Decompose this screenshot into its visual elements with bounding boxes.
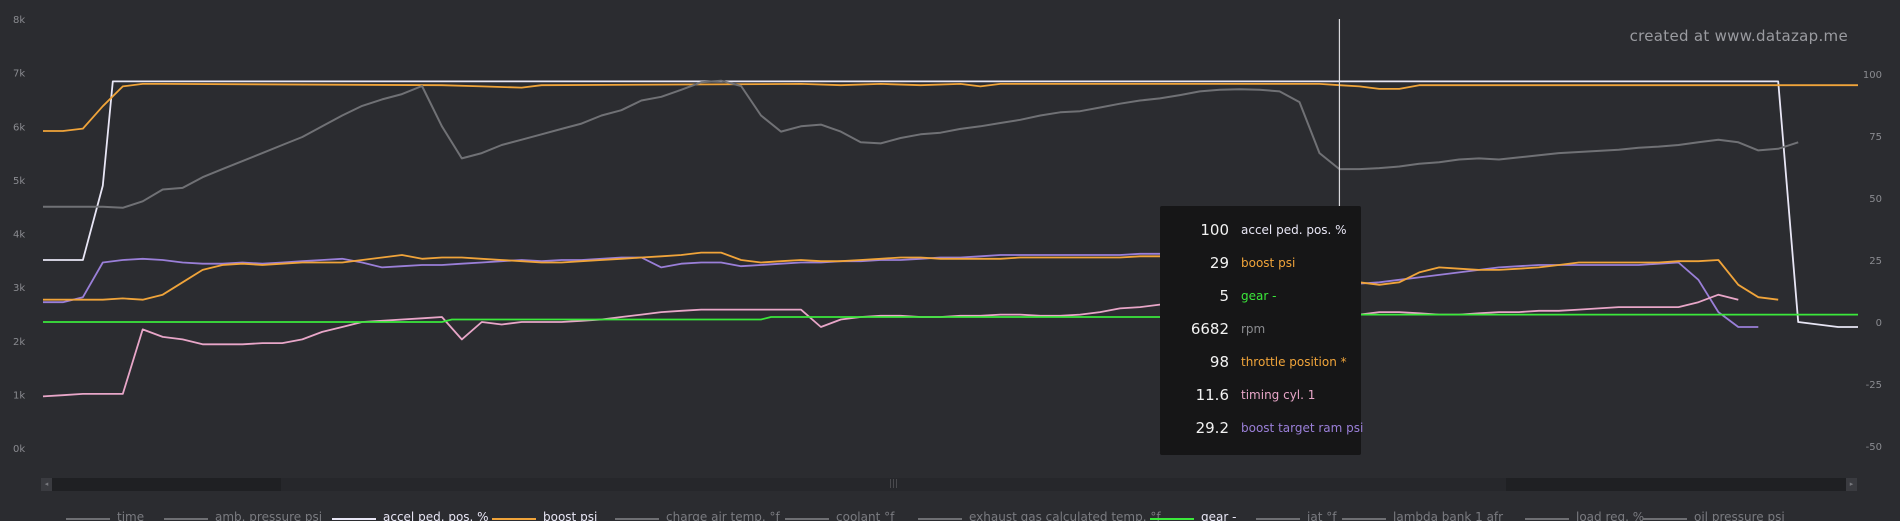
right-axis-tick: 50 [1869, 194, 1882, 205]
tooltip-series-name: boost psi [1241, 256, 1296, 270]
right-axis-tick: 100 [1863, 70, 1882, 81]
series-line-boost-target-ram-psi [43, 248, 1759, 328]
legend-swatch [164, 518, 208, 520]
legend-label: charge air temp. °f [666, 510, 780, 521]
left-axis-tick: 0k [13, 444, 25, 455]
legend-swatch [66, 518, 110, 520]
tooltip-row: 11.6 timing cyl. 1 [1160, 385, 1361, 405]
series-line-boost-psi [43, 83, 1858, 132]
tooltip-value: 5 [1219, 287, 1229, 305]
tooltip-value: 29 [1209, 254, 1229, 272]
legend-label: amb. pressure psi [215, 510, 323, 521]
left-axis-tick: 6k [13, 122, 25, 133]
scroll-grip-icon: ||| [888, 479, 899, 489]
tooltip-row: 6682 rpm [1160, 319, 1361, 339]
tooltip-series-name: gear - [1241, 289, 1277, 303]
legend-swatch [918, 518, 962, 520]
legend-swatch [332, 518, 376, 520]
right-axis-tick: -25 [1866, 380, 1882, 391]
legend-swatch [492, 518, 536, 520]
left-axis-tick: 1k [13, 390, 25, 401]
left-axis-tick: 7k [13, 69, 25, 80]
tooltip-value: 98 [1209, 353, 1229, 371]
legend-label: accel ped. pos. % [383, 510, 489, 521]
legend-swatch [1256, 518, 1300, 520]
legend-swatch [785, 518, 829, 520]
legend-swatch [1525, 518, 1569, 520]
series-line-accel-ped-pos [43, 80, 1858, 328]
legend-swatch [615, 518, 659, 520]
scroll-thumb[interactable]: ||| [281, 478, 1506, 491]
right-axis-tick: -50 [1866, 442, 1882, 453]
left-axis-tick: 5k [13, 176, 25, 187]
tooltip-series-name: boost target ram psi [1241, 421, 1364, 435]
left-axis-tick: 4k [13, 230, 25, 241]
tooltip-series-name: rpm [1241, 322, 1266, 336]
tooltip-value: 29.2 [1195, 419, 1229, 437]
legend-label: gear - [1201, 510, 1237, 521]
legend-label: boost psi [543, 510, 598, 521]
legend-swatch [1643, 518, 1687, 520]
right-axis-tick: 75 [1869, 132, 1882, 143]
legend-label: coolant °f [836, 510, 895, 521]
tooltip-value: 11.6 [1195, 386, 1229, 404]
tooltip-row: 98 throttle position * [1160, 352, 1361, 372]
right-axis-tick: 0 [1876, 318, 1882, 329]
tooltip: 100 accel ped. pos. % 29 boost psi 5 gear - 66… [1160, 206, 1364, 455]
legend-label: time [117, 510, 145, 521]
legend: time amb. pressure psi accel ped. pos. % bo… [0, 507, 1900, 521]
chart-scrollbar[interactable]: ◂ ||| ▸ [41, 478, 1857, 491]
legend-label: exhaust gas calculated temp. °f [969, 510, 1161, 521]
series-line-throttle-position [43, 251, 1779, 301]
left-axis-tick: 3k [13, 283, 25, 294]
legend-label: lambda bank 1 afr [1393, 510, 1504, 521]
legend-swatch [1342, 518, 1386, 520]
legend-label: iat °f [1307, 510, 1337, 521]
right-axis-tick: 25 [1869, 256, 1882, 267]
tooltip-series-name: accel ped. pos. % [1241, 223, 1347, 237]
tooltip-series-name: timing cyl. 1 [1241, 388, 1316, 402]
tooltip-row: 100 accel ped. pos. % [1160, 220, 1361, 240]
left-axis-tick: 2k [13, 337, 25, 348]
scroll-left-button[interactable]: ◂ [41, 478, 52, 491]
tooltip-row: 29 boost psi [1160, 253, 1361, 273]
legend-swatch [1150, 518, 1194, 520]
tooltip-series-name: throttle position * [1241, 355, 1347, 369]
legend-label: load req. % [1576, 510, 1645, 521]
series-line-timing-cyl-1 [42, 292, 1739, 398]
legend-label: oil pressure psi [1694, 510, 1785, 521]
scroll-right-button[interactable]: ▸ [1846, 478, 1857, 491]
tooltip-row: 5 gear - [1160, 286, 1361, 306]
left-axis-tick: 8k [13, 15, 25, 26]
tooltip-value: 6682 [1190, 320, 1229, 338]
tooltip-value: 100 [1200, 221, 1229, 239]
tooltip-row: 29.2 boost target ram psi [1160, 418, 1364, 438]
watermark: created at www.datazap.me [1629, 27, 1848, 45]
series-line-rpm [43, 79, 1799, 209]
